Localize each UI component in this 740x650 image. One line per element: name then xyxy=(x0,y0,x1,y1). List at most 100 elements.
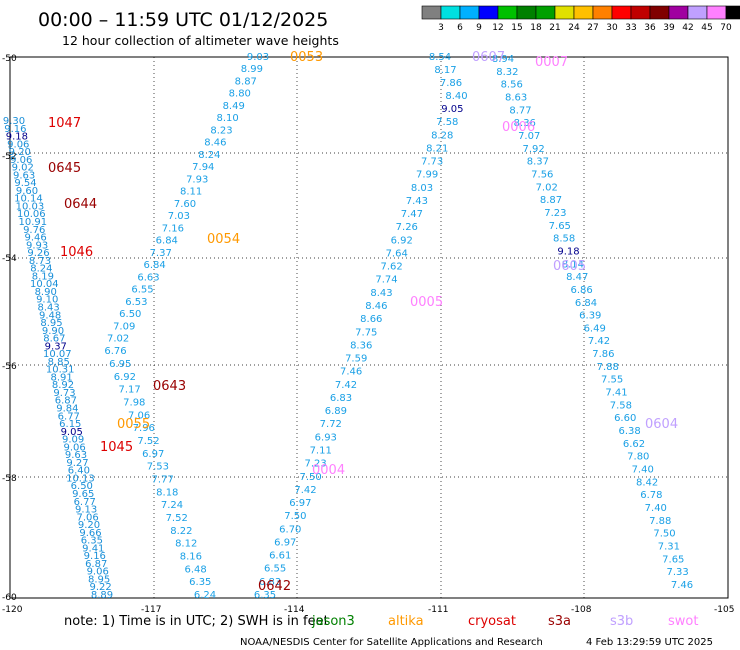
wave-height-value: 8.92 xyxy=(52,380,74,391)
wave-height-value: 6.84 xyxy=(575,298,597,309)
wave-height-value: 9.22 xyxy=(89,582,111,593)
wave-height-value: 9.73 xyxy=(53,388,75,399)
legend-tick: 30 xyxy=(606,23,618,33)
wave-height-value: 8.58 xyxy=(553,234,575,245)
wave-height-value: 7.17 xyxy=(118,385,140,396)
legend-swatch xyxy=(630,5,651,20)
wave-height-value: 6.84 xyxy=(156,236,178,247)
wave-height-value: 9.20 xyxy=(78,520,100,531)
wave-height-value: 6.97 xyxy=(289,498,311,509)
pass-time-0605: 0605 xyxy=(553,259,586,274)
wave-height-value: 9.06 xyxy=(87,567,109,578)
wave-height-value: 8.16 xyxy=(180,552,202,563)
wave-height-value: 7.42 xyxy=(335,380,357,391)
wave-height-value: 8.56 xyxy=(501,80,523,91)
legend-swatch xyxy=(478,5,499,20)
legend-tick: 6 xyxy=(457,23,463,33)
satellite-s3a: s3a xyxy=(548,614,571,629)
wave-height-value: 10.04 xyxy=(30,279,59,290)
wave-height-value: 6.97 xyxy=(142,449,164,460)
wave-height-value: 9.05 xyxy=(441,104,463,115)
wave-height-value: 7.55 xyxy=(601,375,623,386)
wave-height-value: 8.21 xyxy=(426,143,448,154)
pass-time-0644: 0644 xyxy=(64,197,97,212)
wave-height-value: 7.86 xyxy=(440,78,462,89)
satellite-swot: swot xyxy=(668,614,698,629)
x-label-6: -105 xyxy=(714,605,734,615)
legend-swatch xyxy=(516,5,537,20)
wave-height-value: 8.80 xyxy=(229,89,251,100)
wave-height-value: 7.52 xyxy=(166,513,188,524)
wave-height-value: 6.55 xyxy=(131,285,153,296)
wave-height-value: 6.53 xyxy=(125,297,147,308)
wave-height-value: 6.87 xyxy=(55,396,77,407)
wave-height-value: 9.63 xyxy=(65,450,87,461)
wave-height-value: 8.46 xyxy=(365,301,387,312)
wave-height-value: 6.60 xyxy=(614,413,636,424)
wave-height-value: 8.17 xyxy=(434,65,456,76)
wave-height-value: 7.60 xyxy=(174,199,196,210)
wave-height-value: 7.24 xyxy=(161,500,183,511)
wave-height-value: 6.49 xyxy=(584,323,606,334)
legend-swatch xyxy=(554,5,575,20)
wave-height-value: 8.47 xyxy=(566,272,588,283)
legend-tick: 21 xyxy=(549,23,560,33)
wave-height-value: 6.83 xyxy=(330,393,352,404)
wave-height-value: 9.60 xyxy=(16,186,38,197)
wave-height-value: 6.55 xyxy=(264,564,286,575)
pass-time-0007: 0007 xyxy=(535,55,568,70)
wave-height-value: 9.93 xyxy=(26,240,48,251)
wave-height-value: 9.66 xyxy=(79,528,101,539)
wave-height-value: 9.30 xyxy=(3,116,25,127)
wave-height-value: 10.14 xyxy=(14,194,43,205)
wave-height-value: 8.28 xyxy=(431,130,453,141)
wave-height-value: 8.40 xyxy=(445,91,467,102)
wave-height-value: 8.14 xyxy=(562,259,584,270)
wave-height-value: 7.98 xyxy=(123,398,145,409)
wave-height-value: 7.73 xyxy=(421,157,443,168)
wave-height-value: 8.90 xyxy=(35,287,57,298)
wave-height-value: 7.86 xyxy=(592,349,614,360)
wave-height-value: 9.02 xyxy=(12,163,34,174)
wave-height-value: 8.91 xyxy=(50,372,72,383)
wave-height-value: 8.42 xyxy=(636,477,658,488)
wave-height-value: 10.07 xyxy=(43,349,72,360)
legend-tick: 45 xyxy=(701,23,712,33)
axis-labels: -120 -117 -114 -111 -108 -105 -50 -52 -5… xyxy=(2,54,734,615)
wave-height-value: 7.46 xyxy=(340,367,362,378)
wave-height-value: 7.31 xyxy=(658,542,680,553)
legend-tick: 42 xyxy=(682,23,693,33)
wave-height-value: 6.76 xyxy=(104,346,126,357)
wave-height-value: 7.06 xyxy=(128,410,150,421)
wave-height-value: 8.18 xyxy=(156,487,178,498)
wave-height-value: 10.03 xyxy=(16,202,45,213)
wave-height-value: 6.92 xyxy=(391,235,413,246)
wave-height-value: 8.73 xyxy=(29,256,51,267)
wave-height-value: 8.54 xyxy=(429,52,451,63)
wave-height-value: 9.10 xyxy=(36,295,58,306)
wave-height-value: 8.95 xyxy=(40,318,62,329)
wave-height-value: 7.59 xyxy=(345,354,367,365)
wave-height-value: 7.16 xyxy=(162,224,184,235)
wave-height-value: 7.93 xyxy=(186,175,208,186)
wave-height-value: 8.43 xyxy=(370,288,392,299)
legend-swatch xyxy=(440,5,461,20)
wave-height-value: 8.85 xyxy=(48,357,70,368)
wave-height-value: 7.99 xyxy=(416,170,438,181)
wave-height-value: 8.94 xyxy=(492,54,514,65)
legend-tick: 18 xyxy=(530,23,542,33)
wave-height-value: 8.87 xyxy=(540,195,562,206)
wave-height-value: 7.23 xyxy=(544,208,566,219)
pass-time-0053: 0053 xyxy=(290,50,323,65)
map-subtitle: 12 hour collection of altimeter wave hei… xyxy=(62,33,339,48)
satellite-cryosat: cryosat xyxy=(468,614,516,629)
wave-height-value: 7.74 xyxy=(375,275,397,286)
wave-height-value: 8.37 xyxy=(527,157,549,168)
altimeter-tracks: 9.038.998.878.808.498.108.238.468.247.94… xyxy=(3,52,693,601)
wave-height-value: 7.58 xyxy=(436,117,458,128)
wave-height-value: 6.78 xyxy=(640,490,662,501)
wave-height-value: 9.48 xyxy=(39,310,61,321)
wave-height-value: 9.05 xyxy=(61,427,83,438)
wave-height-value: 8.99 xyxy=(241,64,263,75)
wave-height-value: 6.38 xyxy=(618,426,640,437)
